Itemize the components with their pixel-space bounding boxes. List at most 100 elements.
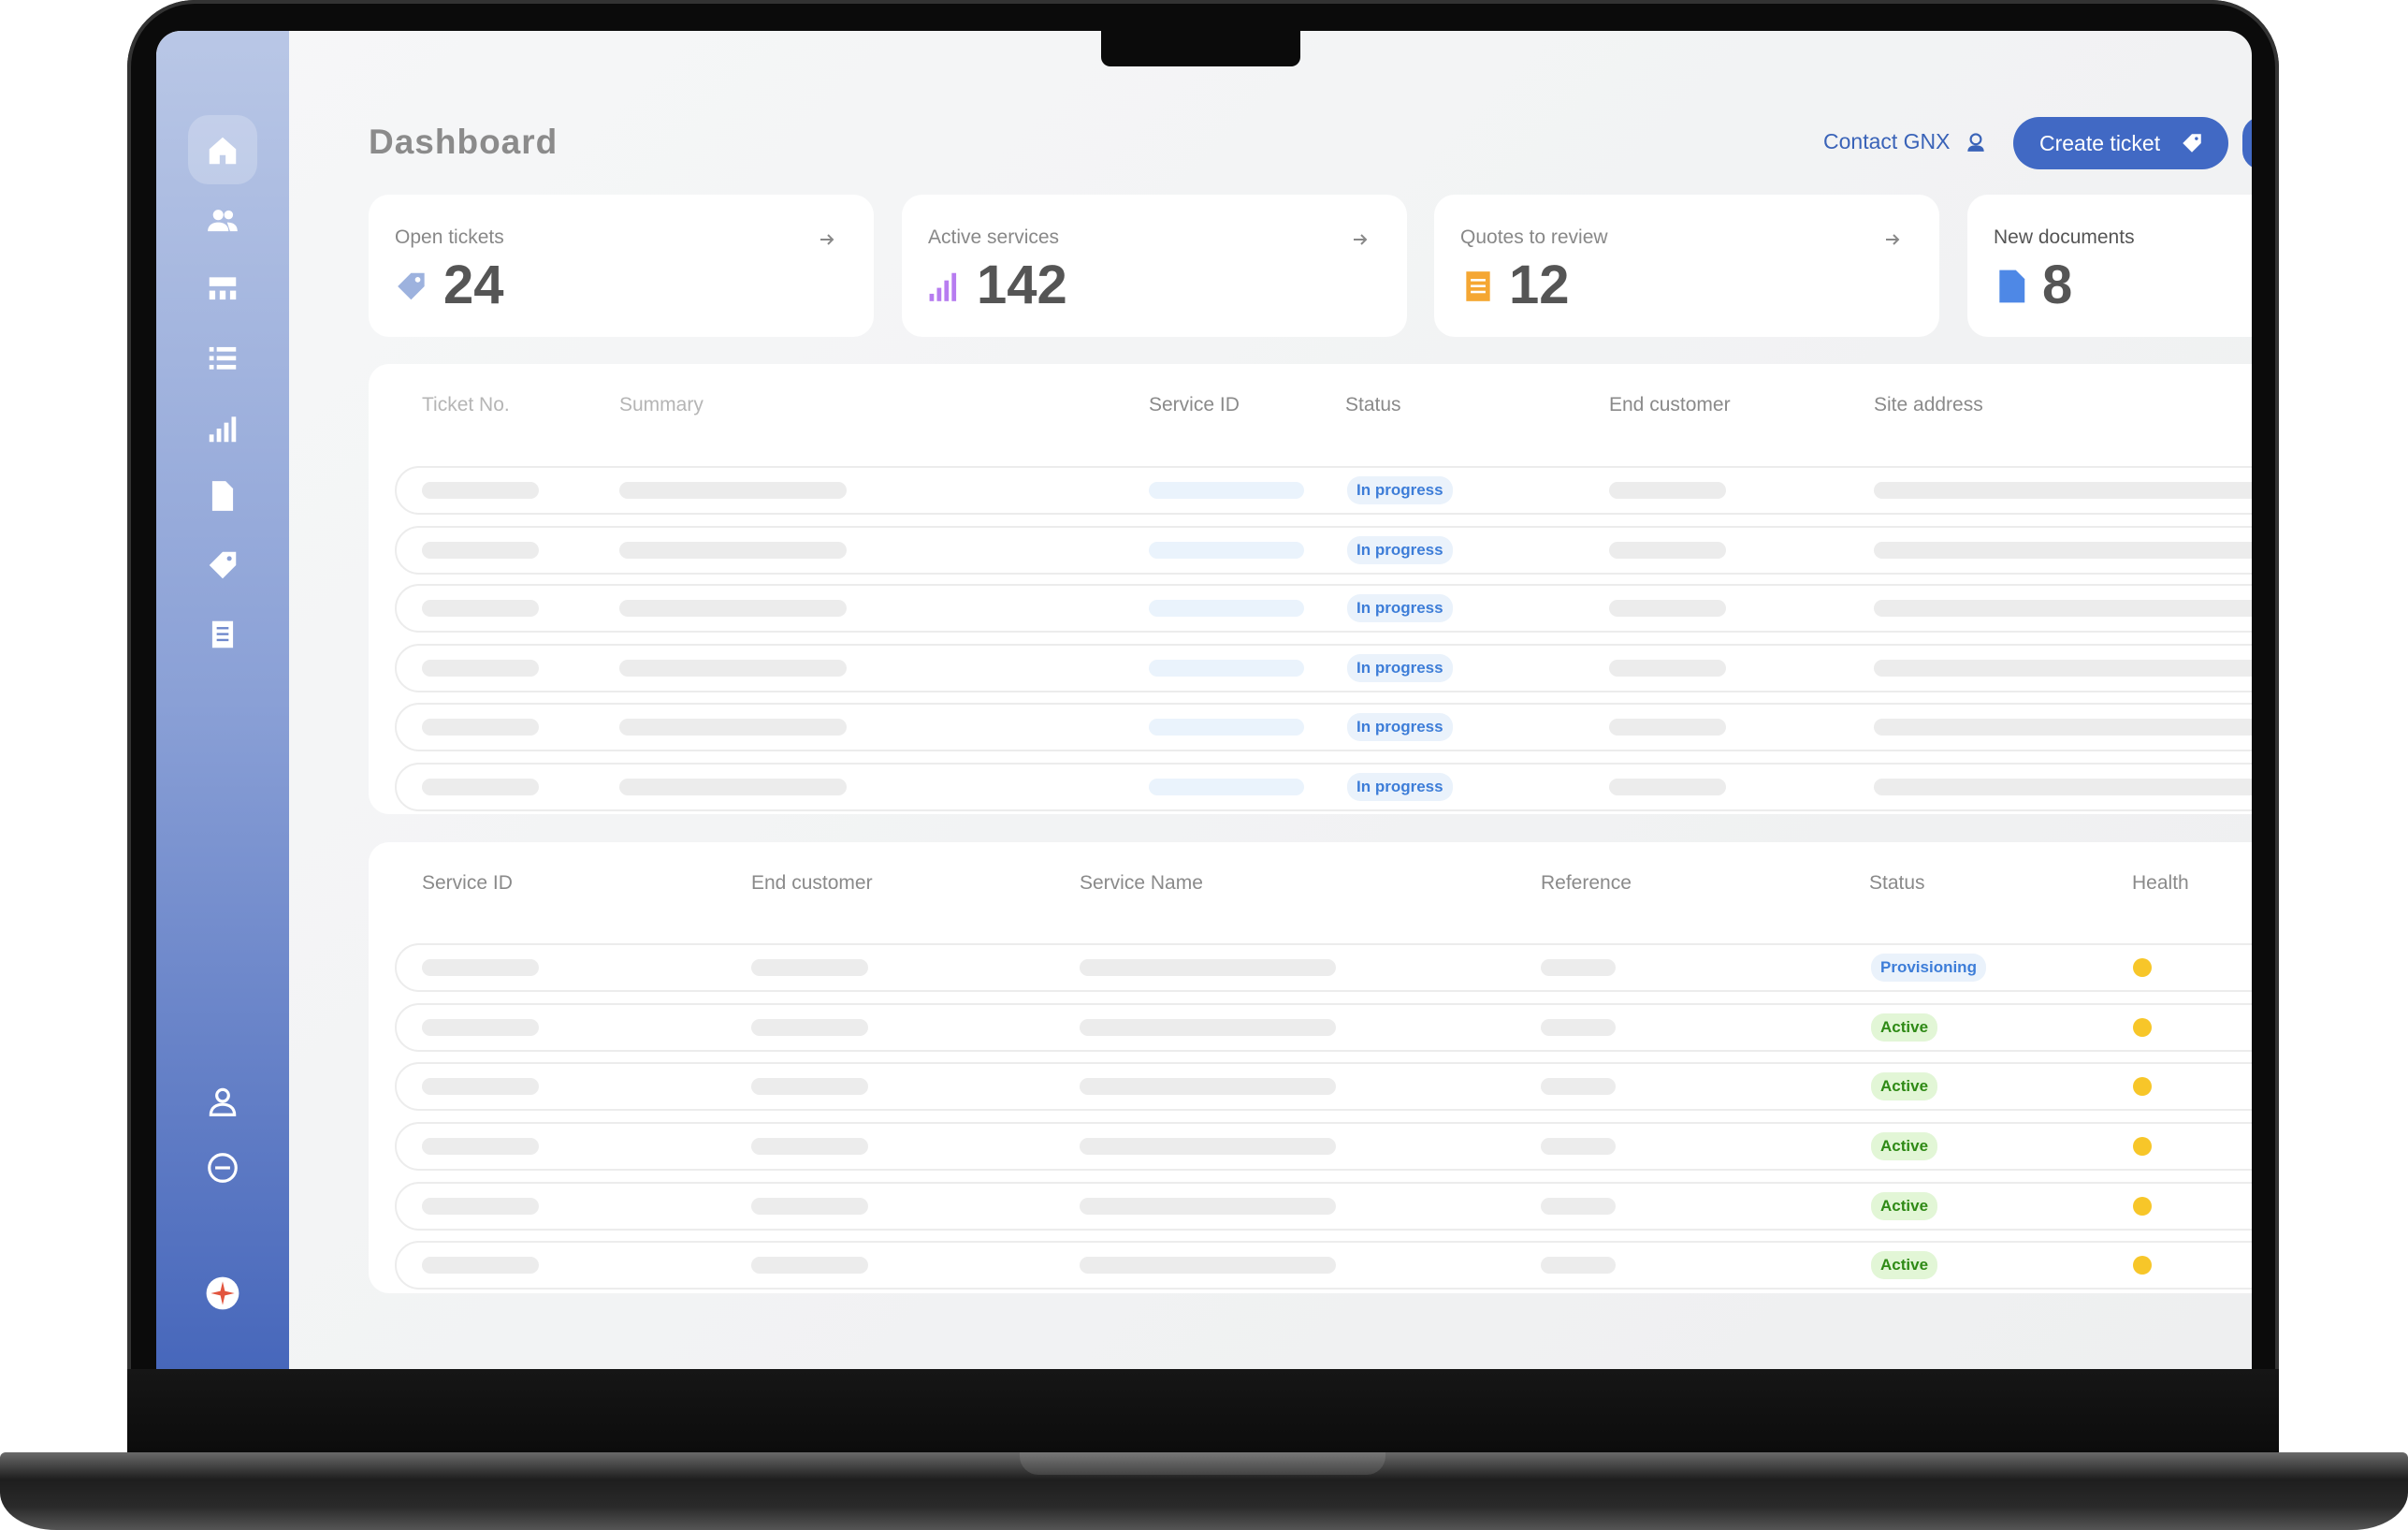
home-icon[interactable] xyxy=(205,133,240,168)
health-dot xyxy=(2133,1197,2152,1216)
table-row[interactable] xyxy=(395,1062,2252,1111)
table-row[interactable] xyxy=(395,943,2252,992)
receipt-icon[interactable] xyxy=(205,617,240,652)
placeholder xyxy=(751,959,868,976)
placeholder xyxy=(1609,779,1726,795)
status-badge: Provisioning xyxy=(1871,954,1986,982)
card-value: 8 xyxy=(2042,255,2073,315)
column-header: End customer xyxy=(1609,394,1731,415)
placeholder xyxy=(422,959,539,976)
card-label: New documents xyxy=(1994,226,2135,248)
card-label: Active services xyxy=(928,226,1060,248)
column-header: Ticket No. xyxy=(422,394,510,415)
placeholder xyxy=(1874,600,2252,617)
table-row[interactable] xyxy=(395,763,2252,811)
placeholder xyxy=(1609,660,1726,677)
placeholder xyxy=(422,482,539,499)
tag-icon xyxy=(2183,134,2201,153)
card-arrow[interactable] xyxy=(818,230,836,254)
table-row[interactable] xyxy=(395,1241,2252,1290)
stat-card[interactable]: Quotes to review 12 xyxy=(1434,195,1939,337)
status-badge: Active xyxy=(1871,1251,1938,1279)
list-icon[interactable] xyxy=(205,340,240,375)
placeholder xyxy=(1609,482,1726,499)
contact-text[interactable]: Contact GNX xyxy=(1823,129,1951,153)
column-header: Summary xyxy=(619,394,704,415)
stats-icon[interactable] xyxy=(205,411,240,446)
menu-button[interactable] xyxy=(2242,117,2252,169)
card-arrow[interactable] xyxy=(1351,230,1370,254)
placeholder xyxy=(751,1198,868,1215)
status-badge: In progress xyxy=(1347,594,1453,622)
placeholder xyxy=(1874,779,2252,795)
table-row[interactable] xyxy=(395,644,2252,692)
placeholder xyxy=(422,779,539,795)
column-header: End customer xyxy=(751,872,873,894)
placeholder xyxy=(1080,1078,1336,1095)
arrow-icon xyxy=(820,234,834,245)
placeholder xyxy=(1874,660,2252,677)
page-title: Dashboard xyxy=(369,123,558,161)
placeholder xyxy=(1080,959,1336,976)
card-icon xyxy=(928,268,964,310)
screen: Dashboard Contact GNX Create ticket Open… xyxy=(156,31,2252,1369)
arrow-icon xyxy=(1354,234,1368,245)
column-header: Site address xyxy=(1874,394,1983,415)
card-arrow[interactable] xyxy=(1883,230,1902,254)
status-badge: Active xyxy=(1871,1192,1938,1220)
card-value: 12 xyxy=(1509,255,1570,315)
placeholder xyxy=(751,1257,868,1274)
column-header: Service ID xyxy=(1149,394,1240,415)
placeholder xyxy=(1541,1019,1616,1036)
placeholder xyxy=(619,542,847,559)
placeholder xyxy=(619,719,847,736)
table-row[interactable] xyxy=(395,703,2252,751)
document-icon[interactable] xyxy=(205,478,240,514)
placeholder xyxy=(1874,719,2252,736)
placeholder xyxy=(1149,719,1304,736)
placeholder xyxy=(1149,482,1304,499)
stat-card[interactable]: New documents 8 xyxy=(1967,195,2252,337)
table-row[interactable] xyxy=(395,466,2252,515)
status-badge: In progress xyxy=(1347,476,1453,504)
brand-logo[interactable] xyxy=(205,1275,240,1311)
placeholder xyxy=(619,600,847,617)
placeholder xyxy=(1541,1198,1616,1215)
placeholder xyxy=(1080,1198,1336,1215)
placeholder xyxy=(422,1019,539,1036)
placeholder xyxy=(1080,1138,1336,1155)
contact-link[interactable]: Contact GNX xyxy=(1823,129,1988,154)
sidebar xyxy=(156,31,289,1369)
status-badge: In progress xyxy=(1347,773,1453,801)
status-badge: In progress xyxy=(1347,654,1453,682)
stat-card[interactable]: Active services 142 xyxy=(902,195,1407,337)
placeholder xyxy=(1541,1138,1616,1155)
table-row[interactable] xyxy=(395,526,2252,575)
icon xyxy=(929,272,957,301)
network-icon[interactable] xyxy=(205,271,240,307)
button-text[interactable]: Create ticket xyxy=(2039,131,2161,155)
laptop-bezel xyxy=(127,1369,2279,1453)
tag-icon[interactable] xyxy=(205,547,240,583)
users-icon[interactable] xyxy=(205,203,240,239)
stat-card[interactable]: Open tickets 24 xyxy=(369,195,874,337)
table-row[interactable] xyxy=(395,1122,2252,1171)
profile-icon[interactable] xyxy=(205,1084,240,1119)
create-ticket-button[interactable]: Create ticket xyxy=(2013,117,2228,169)
services-table: Service ID End customer Service Name Refere… xyxy=(369,842,2252,1293)
placeholder xyxy=(422,1078,539,1095)
placeholder xyxy=(1080,1019,1336,1036)
card-label: Quotes to review xyxy=(1460,226,1608,248)
placeholder xyxy=(422,1138,539,1155)
table-row[interactable] xyxy=(395,1182,2252,1231)
health-dot xyxy=(2133,1256,2152,1275)
table-row[interactable] xyxy=(395,584,2252,633)
table-row[interactable] xyxy=(395,1003,2252,1052)
logout-icon[interactable] xyxy=(205,1150,240,1186)
placeholder xyxy=(1149,660,1304,677)
placeholder xyxy=(751,1078,868,1095)
laptop-notch xyxy=(1020,1452,1385,1475)
column-header: Service ID xyxy=(422,872,513,894)
placeholder xyxy=(422,1198,539,1215)
